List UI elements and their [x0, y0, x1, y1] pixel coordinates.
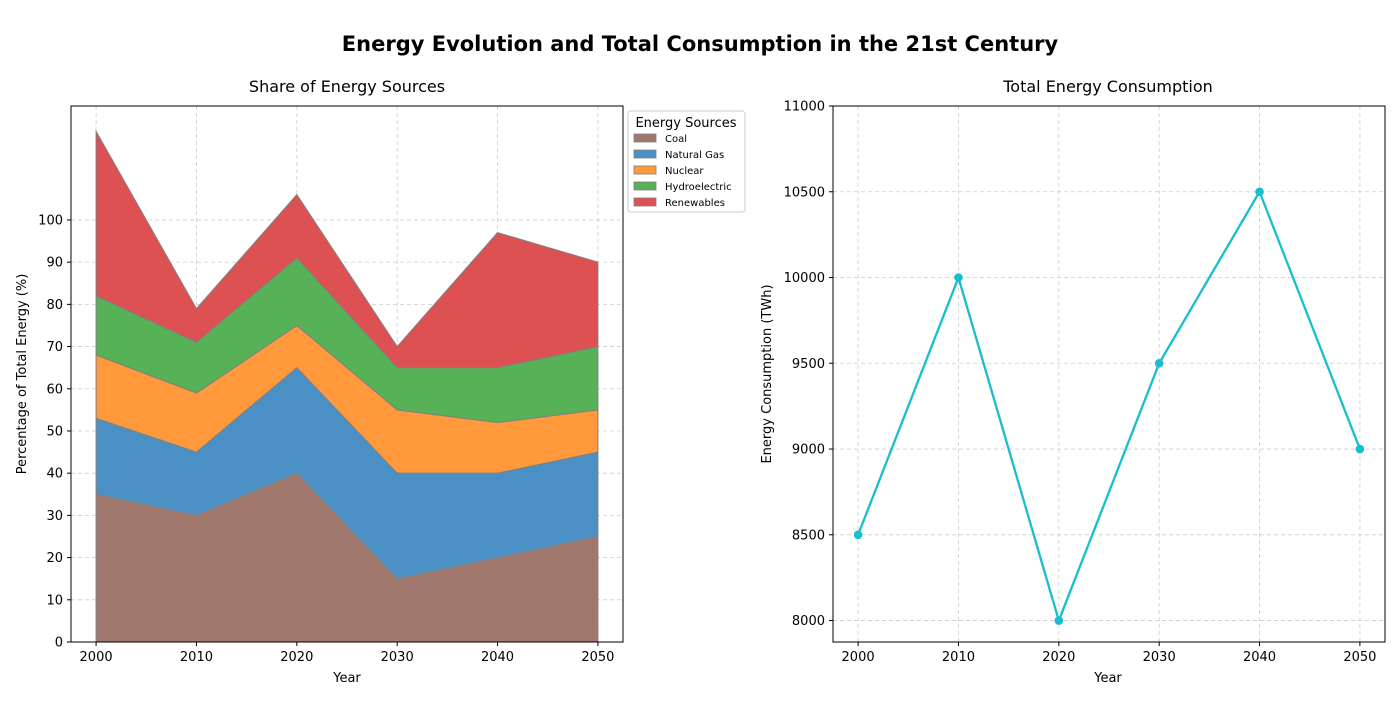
legend-swatch-coal: [633, 133, 657, 143]
energy-share-y-tick-label: 0: [55, 636, 63, 651]
energy-share-y-tick-label: 20: [46, 551, 63, 566]
energy-share-y-tick-label: 80: [46, 298, 63, 313]
consumption-point: [1154, 358, 1164, 368]
consumption-point: [1054, 616, 1064, 625]
energy-share-x-label: Year: [332, 671, 361, 686]
consumption-x-tick-label: 2010: [942, 650, 975, 665]
legend-title: Energy Sources: [635, 116, 736, 131]
energy-share-y-tick-label: 30: [46, 509, 63, 524]
energy-share-y-tick-label: 90: [46, 256, 63, 271]
consumption-x-tick-label: 2020: [1042, 650, 1075, 665]
legend-label-nuclear: Nuclear: [665, 166, 704, 177]
consumption-grid: [833, 105, 1385, 642]
energy-share-x-axis: 2000 2010 2020 2030 2040 2050: [80, 642, 614, 665]
legend-swatch-renewables: [633, 197, 657, 207]
energy-share-y-tick-label: 50: [46, 424, 63, 439]
consumption-y-tick-label: 10000: [784, 271, 825, 286]
consumption-point: [954, 273, 963, 282]
consumption-x-axis: 2000 2010 2020 2030 2040 2050: [842, 642, 1376, 665]
legend-label-coal: Coal: [665, 134, 687, 145]
legend-label-renewables: Renewables: [665, 198, 725, 209]
legend-items: Coal Natural Gas Nuclear Hydroelectric Renew…: [633, 133, 732, 209]
energy-share-x-tick-label: 2050: [581, 650, 614, 665]
legend-swatch-nuclear: [633, 165, 657, 175]
energy-share-y-axis: 0 10 20 30 40 50 60 70 80 90 100: [38, 213, 71, 651]
consumption-y-axis: 8000 8500 9000 9500 10000 10500 11000: [784, 100, 833, 629]
energy-share-y-tick-label: 60: [46, 382, 63, 397]
consumption-x-tick-label: 2000: [842, 650, 875, 665]
consumption-y-tick-label: 8000: [792, 614, 825, 629]
energy-share-x-tick-label: 2010: [180, 650, 213, 665]
consumption-x-tick-label: 2040: [1243, 650, 1276, 665]
legend-label-hydroelectric: Hydroelectric: [665, 182, 732, 193]
energy-share-y-tick-label: 10: [46, 593, 63, 608]
consumption-panel: Total Energy Consumption 2000 2010 2020 203…: [760, 77, 1386, 686]
energy-share-panel: Share of Energy Sources 2000 2010 2020 2030…: [15, 77, 746, 686]
consumption-point: [1355, 444, 1365, 454]
consumption-y-tick-label: 9000: [792, 443, 825, 458]
energy-share-y-tick-label: 40: [46, 467, 63, 482]
legend-label-natural-gas: Natural Gas: [665, 150, 724, 161]
consumption-y-tick-label: 9500: [792, 357, 825, 372]
energy-share-y-tick-label: 100: [38, 213, 63, 228]
energy-share-title: Share of Energy Sources: [249, 77, 445, 96]
consumption-x-label: Year: [1093, 671, 1122, 686]
energy-share-legend: Energy Sources Coal Natural Gas Nuclear Hyd…: [627, 110, 746, 213]
consumption-y-tick-label: 10500: [784, 185, 825, 200]
consumption-plot-frame: [832, 105, 1386, 643]
energy-share-x-tick-label: 2020: [280, 650, 313, 665]
consumption-y-label: Energy Consumption (TWh): [760, 284, 775, 463]
consumption-point: [853, 530, 863, 540]
energy-share-y-tick-label: 70: [46, 340, 63, 355]
consumption-title: Total Energy Consumption: [1002, 77, 1213, 96]
energy-share-plot-frame: [70, 105, 624, 643]
legend-swatch-natural-gas: [633, 149, 657, 159]
consumption-y-tick-label: 11000: [784, 100, 825, 115]
energy-share-x-tick-label: 2030: [381, 650, 414, 665]
energy-share-areas: [95, 129, 599, 643]
energy-share-x-tick-label: 2040: [481, 650, 514, 665]
consumption-x-tick-label: 2050: [1343, 650, 1376, 665]
legend-swatch-hydroelectric: [633, 181, 657, 191]
consumption-line: [857, 190, 1361, 622]
figure-title: Energy Evolution and Total Consumption i…: [342, 32, 1059, 56]
legend-frame: [627, 110, 746, 213]
consumption-y-tick-label: 8500: [792, 528, 825, 543]
energy-share-x-tick-label: 2000: [80, 650, 113, 665]
area-renewables: [95, 129, 599, 369]
consumption-series: [853, 187, 1365, 625]
energy-share-y-label: Percentage of Total Energy (%): [15, 274, 30, 475]
consumption-point: [1255, 187, 1264, 197]
consumption-x-tick-label: 2030: [1143, 650, 1176, 665]
